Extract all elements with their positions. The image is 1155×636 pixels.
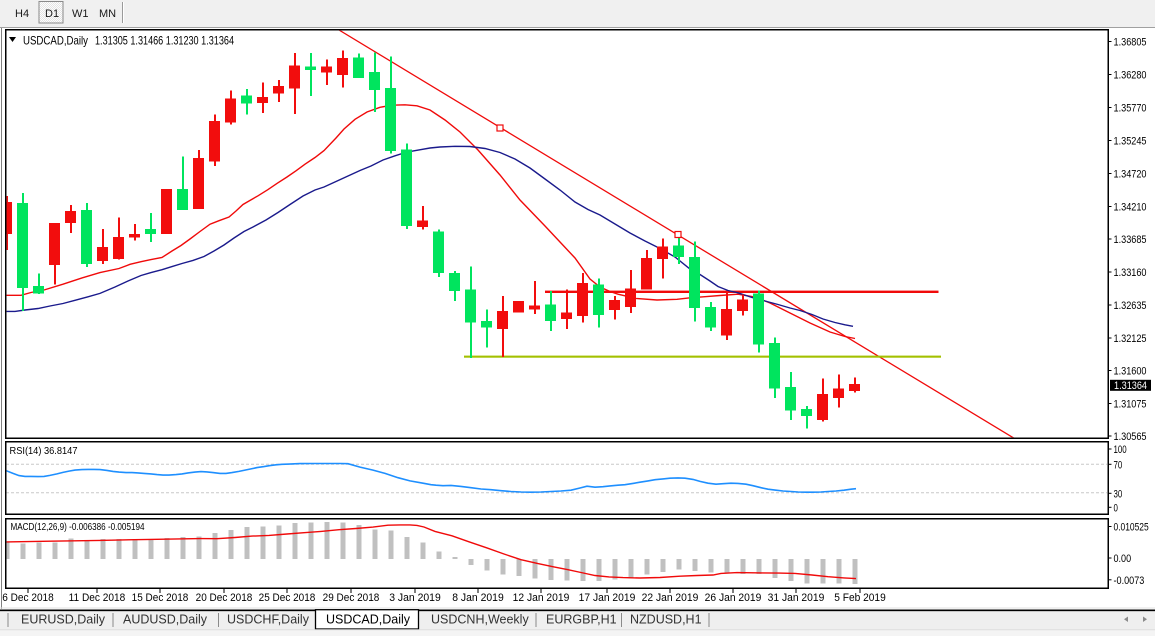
svg-text:1.35770: 1.35770 xyxy=(1114,103,1147,115)
svg-text:1.33685: 1.33685 xyxy=(1114,234,1147,246)
svg-text:15 Dec 2018: 15 Dec 2018 xyxy=(132,592,189,604)
svg-text:1.30565: 1.30565 xyxy=(1114,431,1147,443)
svg-text:70: 70 xyxy=(1114,459,1123,471)
svg-text:22 Jan 2019: 22 Jan 2019 xyxy=(642,592,699,604)
svg-text:1.31305 1.31466 1.31230 1.3136: 1.31305 1.31466 1.31230 1.31364 xyxy=(95,34,234,48)
svg-text:25 Dec 2018: 25 Dec 2018 xyxy=(259,592,316,604)
svg-text:1.32635: 1.32635 xyxy=(1114,300,1147,312)
svg-text:30: 30 xyxy=(1114,488,1123,500)
svg-text:29 Dec 2018: 29 Dec 2018 xyxy=(323,592,380,604)
svg-text:EURUSD,Daily: EURUSD,Daily xyxy=(21,613,106,627)
svg-text:USDCAD,Daily: USDCAD,Daily xyxy=(23,34,88,48)
svg-text:W1: W1 xyxy=(72,8,89,20)
svg-text:12 Jan 2019: 12 Jan 2019 xyxy=(513,592,570,604)
svg-text:1.33160: 1.33160 xyxy=(1114,267,1147,279)
svg-text:1.31075: 1.31075 xyxy=(1114,399,1147,411)
svg-text:3 Jan 2019: 3 Jan 2019 xyxy=(389,592,441,604)
svg-text:0: 0 xyxy=(1114,502,1118,514)
svg-text:100: 100 xyxy=(1114,444,1127,456)
svg-text:MACD(12,26,9) -0.006386 -0.005: MACD(12,26,9) -0.006386 -0.005194 xyxy=(11,522,145,533)
svg-text:D1: D1 xyxy=(45,8,59,20)
svg-text:EURGBP,H1: EURGBP,H1 xyxy=(546,613,617,627)
svg-text:1.31600: 1.31600 xyxy=(1114,366,1147,378)
svg-text:31 Jan 2019: 31 Jan 2019 xyxy=(768,592,825,604)
svg-text:RSI(14) 36.8147: RSI(14) 36.8147 xyxy=(10,446,78,457)
svg-text:20 Dec 2018: 20 Dec 2018 xyxy=(196,592,253,604)
svg-text:MN: MN xyxy=(99,8,116,20)
svg-text:5 Feb 2019: 5 Feb 2019 xyxy=(834,592,886,604)
svg-text:1.34210: 1.34210 xyxy=(1114,202,1147,214)
svg-text:17 Jan 2019: 17 Jan 2019 xyxy=(579,592,636,604)
svg-text:AUDUSD,Daily: AUDUSD,Daily xyxy=(123,613,208,627)
svg-text:11 Dec 2018: 11 Dec 2018 xyxy=(69,592,126,604)
svg-text:0.00: 0.00 xyxy=(1114,553,1132,565)
svg-text:1.36805: 1.36805 xyxy=(1114,37,1147,49)
svg-text:8 Jan 2019: 8 Jan 2019 xyxy=(452,592,504,604)
svg-text:NZDUSD,H1: NZDUSD,H1 xyxy=(630,613,702,627)
svg-text:H4: H4 xyxy=(15,8,29,20)
svg-text:1.35245: 1.35245 xyxy=(1114,136,1147,148)
svg-text:26 Jan 2019: 26 Jan 2019 xyxy=(705,592,762,604)
svg-text:1.31364: 1.31364 xyxy=(1114,380,1147,392)
svg-text:USDCHF,Daily: USDCHF,Daily xyxy=(227,613,310,627)
svg-text:1.36280: 1.36280 xyxy=(1114,70,1147,82)
svg-text:USDCNH,Weekly: USDCNH,Weekly xyxy=(431,613,529,627)
svg-text:1.34720: 1.34720 xyxy=(1114,169,1147,181)
svg-text:1.32125: 1.32125 xyxy=(1114,333,1147,345)
svg-text:6 Dec 2018: 6 Dec 2018 xyxy=(2,592,54,604)
svg-text:-0.0073: -0.0073 xyxy=(1114,575,1145,587)
svg-text:USDCAD,Daily: USDCAD,Daily xyxy=(326,613,411,627)
svg-text:0.010525: 0.010525 xyxy=(1114,522,1149,534)
